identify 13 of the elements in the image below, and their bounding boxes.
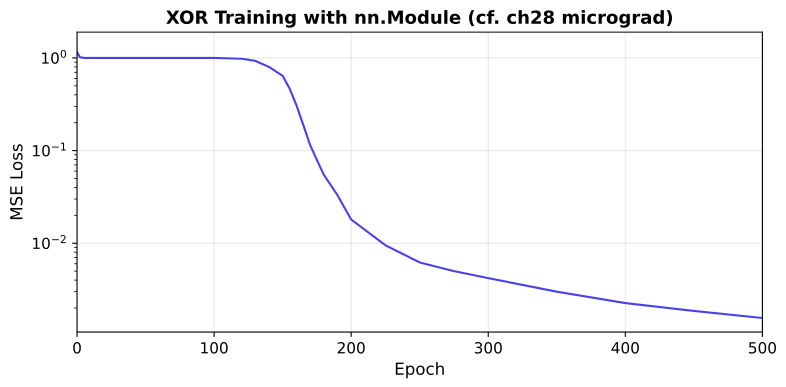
x-tick-label: 300: [474, 342, 502, 354]
x-tick-label: 0: [73, 342, 81, 354]
line-series: [77, 50, 762, 320]
x-tick-label: 500: [749, 342, 776, 354]
y-tick-label: 10$^{−1}$: [33, 142, 66, 157]
x-tick-label: 400: [612, 342, 639, 354]
x-tick-label: 200: [338, 342, 365, 354]
y-axis-title: MSE Loss: [10, 144, 23, 220]
chart-title: XOR Training with nn.Module (cf. ch28 micrograd): [166, 10, 672, 28]
y-tick-label: 10$^{0}$: [42, 50, 66, 64]
x-axis-title: Epoch: [396, 362, 444, 378]
y-tick-label: 10$^{−2}$: [33, 235, 66, 250]
x-tick-label: 100: [201, 342, 228, 354]
